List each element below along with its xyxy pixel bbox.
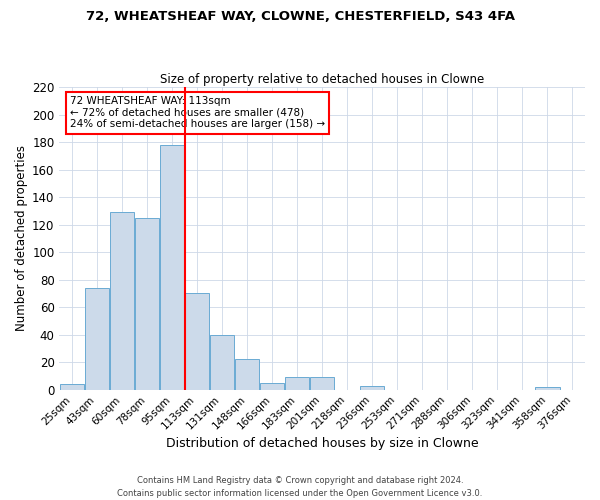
Bar	[310, 378, 334, 390]
Bar	[185, 294, 209, 390]
Text: 72, WHEATSHEAF WAY, CLOWNE, CHESTERFIELD, S43 4FA: 72, WHEATSHEAF WAY, CLOWNE, CHESTERFIELD…	[86, 10, 515, 23]
Title: Size of property relative to detached houses in Clowne: Size of property relative to detached ho…	[160, 73, 484, 86]
Bar	[85, 288, 109, 390]
Text: 72 WHEATSHEAF WAY: 113sqm
← 72% of detached houses are smaller (478)
24% of semi: 72 WHEATSHEAF WAY: 113sqm ← 72% of detac…	[70, 96, 325, 130]
Bar	[210, 334, 234, 390]
X-axis label: Distribution of detached houses by size in Clowne: Distribution of detached houses by size …	[166, 437, 479, 450]
Bar	[160, 145, 184, 390]
Bar	[260, 383, 284, 390]
Bar	[535, 387, 560, 390]
Bar	[235, 360, 259, 390]
Bar	[60, 384, 84, 390]
Bar	[360, 386, 385, 390]
Text: Contains HM Land Registry data © Crown copyright and database right 2024.
Contai: Contains HM Land Registry data © Crown c…	[118, 476, 482, 498]
Bar	[135, 218, 159, 390]
Y-axis label: Number of detached properties: Number of detached properties	[15, 146, 28, 332]
Bar	[285, 378, 310, 390]
Bar	[110, 212, 134, 390]
